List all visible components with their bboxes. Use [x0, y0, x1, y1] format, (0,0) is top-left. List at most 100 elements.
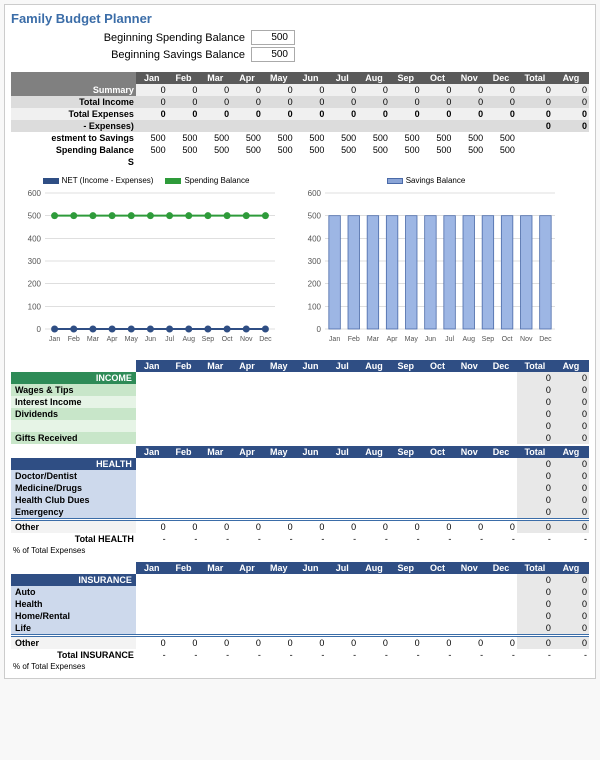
category-cell[interactable]	[231, 622, 263, 636]
income-cell[interactable]	[358, 384, 390, 396]
summary-cell[interactable]: 500	[168, 144, 200, 156]
income-cell[interactable]	[422, 384, 454, 396]
other-cell[interactable]: 0	[263, 636, 295, 650]
category-cell[interactable]	[199, 470, 231, 482]
income-cell[interactable]	[295, 384, 327, 396]
summary-cell[interactable]: 0	[136, 108, 168, 120]
summary-cell[interactable]	[136, 156, 168, 168]
income-cell[interactable]	[295, 420, 327, 432]
category-cell[interactable]	[390, 470, 422, 482]
summary-cell[interactable]: 500	[295, 132, 327, 144]
category-cell[interactable]	[358, 586, 390, 598]
summary-cell[interactable]: 500	[390, 132, 422, 144]
section-cell[interactable]	[453, 574, 485, 586]
income-cell[interactable]	[358, 408, 390, 420]
category-cell[interactable]	[231, 470, 263, 482]
summary-cell[interactable]	[136, 120, 168, 132]
income-cell[interactable]	[453, 372, 485, 384]
category-cell[interactable]	[168, 482, 200, 494]
summary-cell[interactable]: 0	[231, 108, 263, 120]
summary-cell[interactable]: 500	[358, 132, 390, 144]
summary-cell[interactable]: 0	[358, 108, 390, 120]
income-cell[interactable]	[326, 372, 358, 384]
income-cell[interactable]	[326, 408, 358, 420]
category-cell[interactable]	[390, 610, 422, 622]
other-cell[interactable]: 0	[422, 636, 454, 650]
category-cell[interactable]	[136, 506, 168, 520]
category-cell[interactable]	[326, 622, 358, 636]
other-cell[interactable]: 0	[358, 636, 390, 650]
category-cell[interactable]	[263, 494, 295, 506]
summary-cell[interactable]: 500	[231, 144, 263, 156]
other-cell[interactable]: 0	[199, 520, 231, 534]
summary-cell[interactable]: 500	[485, 144, 517, 156]
category-cell[interactable]	[199, 586, 231, 598]
other-cell[interactable]: 0	[390, 520, 422, 534]
category-cell[interactable]	[263, 622, 295, 636]
category-cell[interactable]	[199, 598, 231, 610]
income-cell[interactable]	[358, 372, 390, 384]
income-cell[interactable]	[199, 408, 231, 420]
summary-cell[interactable]: 500	[231, 132, 263, 144]
summary-cell[interactable]	[295, 156, 327, 168]
section-cell[interactable]	[358, 574, 390, 586]
summary-cell[interactable]	[453, 156, 485, 168]
category-cell[interactable]	[199, 494, 231, 506]
section-cell[interactable]	[231, 458, 263, 470]
income-cell[interactable]	[295, 372, 327, 384]
summary-cell[interactable]	[199, 120, 231, 132]
summary-cell[interactable]	[485, 120, 517, 132]
category-cell[interactable]	[263, 610, 295, 622]
category-cell[interactable]	[231, 598, 263, 610]
income-cell[interactable]	[453, 396, 485, 408]
category-cell[interactable]	[453, 610, 485, 622]
section-cell[interactable]	[485, 574, 517, 586]
other-cell[interactable]: 0	[263, 520, 295, 534]
section-cell[interactable]	[263, 574, 295, 586]
category-cell[interactable]	[295, 622, 327, 636]
income-cell[interactable]	[390, 396, 422, 408]
summary-cell[interactable]: 0	[358, 84, 390, 96]
section-cell[interactable]	[422, 574, 454, 586]
other-cell[interactable]: 0	[295, 520, 327, 534]
income-cell[interactable]	[231, 432, 263, 444]
summary-cell[interactable]	[326, 156, 358, 168]
income-cell[interactable]	[136, 420, 168, 432]
income-cell[interactable]	[295, 396, 327, 408]
income-cell[interactable]	[453, 420, 485, 432]
category-cell[interactable]	[422, 598, 454, 610]
summary-cell[interactable]: 0	[168, 96, 200, 108]
income-cell[interactable]	[263, 408, 295, 420]
category-cell[interactable]	[358, 610, 390, 622]
summary-cell[interactable]	[453, 120, 485, 132]
category-cell[interactable]	[326, 586, 358, 598]
category-cell[interactable]	[168, 622, 200, 636]
income-cell[interactable]	[485, 408, 517, 420]
income-cell[interactable]	[263, 396, 295, 408]
income-cell[interactable]	[485, 372, 517, 384]
category-cell[interactable]	[295, 470, 327, 482]
summary-cell[interactable]: 0	[295, 96, 327, 108]
category-cell[interactable]	[295, 598, 327, 610]
category-cell[interactable]	[485, 470, 517, 482]
other-cell[interactable]: 0	[422, 520, 454, 534]
category-cell[interactable]	[485, 610, 517, 622]
category-cell[interactable]	[295, 494, 327, 506]
category-cell[interactable]	[136, 470, 168, 482]
summary-cell[interactable]: 0	[136, 96, 168, 108]
summary-cell[interactable]: 500	[136, 144, 168, 156]
category-cell[interactable]	[358, 470, 390, 482]
income-cell[interactable]	[390, 384, 422, 396]
category-cell[interactable]	[422, 482, 454, 494]
category-cell[interactable]	[390, 494, 422, 506]
summary-cell[interactable]: 0	[326, 108, 358, 120]
category-cell[interactable]	[422, 586, 454, 598]
section-cell[interactable]	[390, 458, 422, 470]
income-cell[interactable]	[168, 384, 200, 396]
income-cell[interactable]	[263, 384, 295, 396]
category-cell[interactable]	[326, 482, 358, 494]
income-cell[interactable]	[231, 408, 263, 420]
category-cell[interactable]	[136, 586, 168, 598]
income-cell[interactable]	[358, 432, 390, 444]
summary-cell[interactable]: 0	[199, 84, 231, 96]
